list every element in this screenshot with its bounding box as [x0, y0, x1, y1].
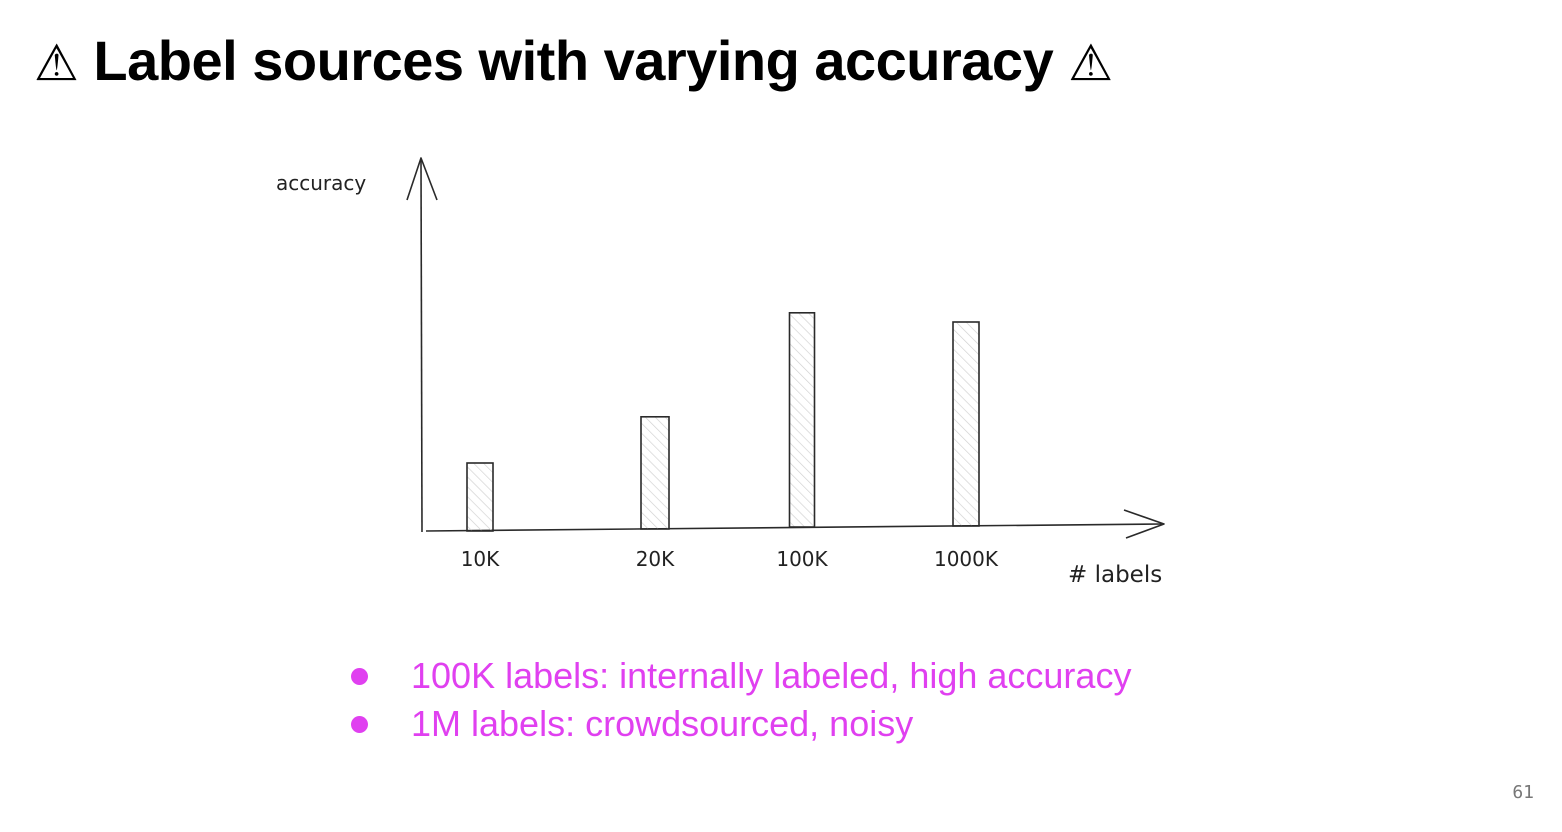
- page-number: 61: [1512, 782, 1534, 803]
- warning-icon: ⚠: [1068, 34, 1113, 92]
- x-tick-label: 100K: [776, 547, 828, 571]
- bullet-item: 1M labels: crowdsourced, noisy: [345, 700, 1131, 748]
- bullet-text: 1M labels: crowdsourced, noisy: [411, 703, 914, 744]
- bars-layer: 10K 20K 100K 1000K: [461, 311, 999, 571]
- bar-1000k: [952, 321, 980, 527]
- y-axis: [406, 157, 438, 533]
- warning-icon: ⚠: [34, 34, 79, 92]
- y-axis-label: accuracy: [276, 171, 366, 195]
- x-tick-label: 20K: [636, 547, 675, 571]
- bullet-item: 100K labels: internally labeled, high ac…: [345, 652, 1131, 700]
- bar-10k: [466, 462, 494, 532]
- x-tick-label: 1000K: [934, 547, 999, 571]
- bar-chart: accuracy # labels 10K 20K 100K 1000K: [276, 157, 1165, 588]
- bar-20k: [640, 415, 670, 530]
- x-axis-label: # labels: [1068, 562, 1162, 588]
- x-tick-label: 10K: [461, 547, 500, 571]
- bullet-icon: [351, 715, 368, 733]
- slide-title: Label sources with varying accuracy: [93, 29, 1054, 92]
- bullet-text: 100K labels: internally labeled, high ac…: [411, 655, 1132, 696]
- bullet-icon: [351, 667, 368, 685]
- bullet-list: 100K labels: internally labeled, high ac…: [345, 652, 1131, 748]
- slide-title-bar: ⚠ Label sources with varying accuracy ⚠: [34, 26, 1113, 98]
- bar-100k: [788, 311, 816, 528]
